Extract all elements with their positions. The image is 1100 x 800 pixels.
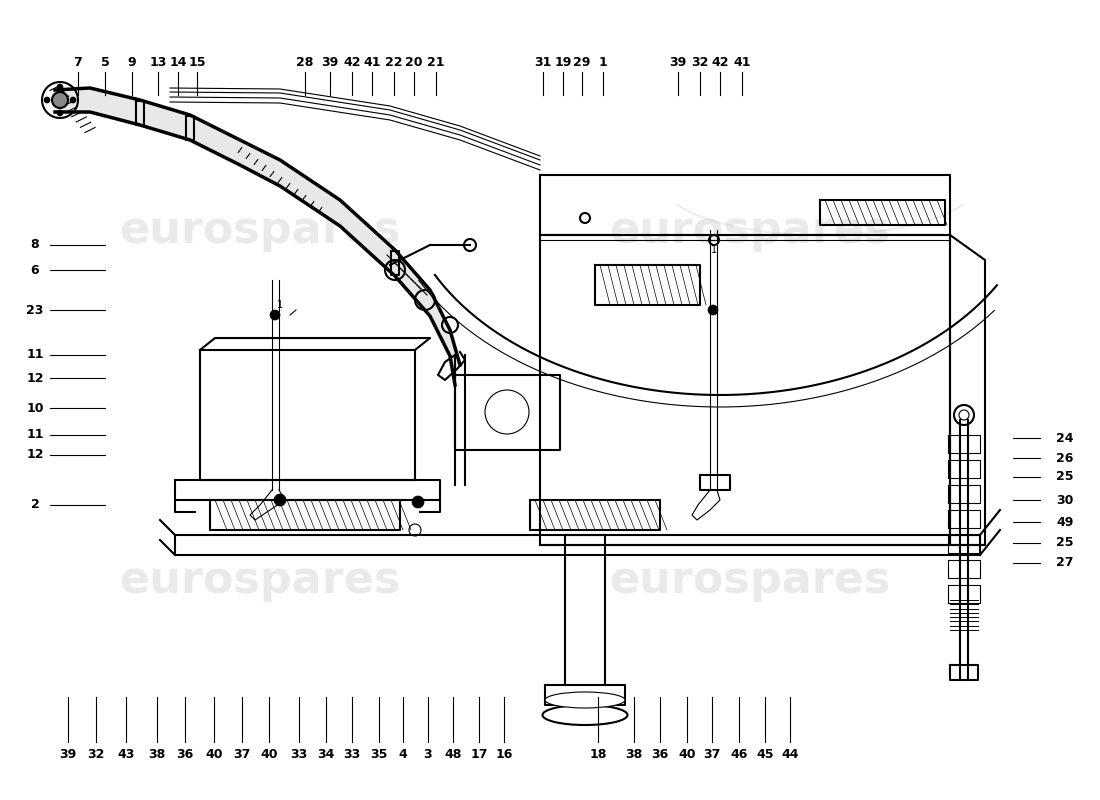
- Text: 36: 36: [176, 749, 194, 762]
- Text: eurospares: eurospares: [119, 558, 400, 602]
- Text: 32: 32: [691, 55, 708, 69]
- Text: 33: 33: [343, 749, 361, 762]
- Polygon shape: [55, 88, 460, 385]
- Text: 14: 14: [169, 55, 187, 69]
- Text: 7: 7: [74, 55, 82, 69]
- Text: 24: 24: [1056, 431, 1074, 445]
- Text: 12: 12: [26, 371, 44, 385]
- Text: 4: 4: [398, 749, 407, 762]
- Text: 19: 19: [554, 55, 572, 69]
- Circle shape: [708, 305, 718, 315]
- Text: 6: 6: [31, 263, 40, 277]
- Text: 5: 5: [100, 55, 109, 69]
- Text: 2: 2: [31, 498, 40, 511]
- Ellipse shape: [542, 705, 627, 725]
- Text: 26: 26: [1056, 451, 1074, 465]
- Text: 38: 38: [148, 749, 166, 762]
- Text: 38: 38: [626, 749, 642, 762]
- Text: 48: 48: [444, 749, 462, 762]
- Text: 25: 25: [1056, 470, 1074, 483]
- Text: 1: 1: [711, 245, 717, 255]
- Text: 21: 21: [427, 55, 444, 69]
- Text: 3: 3: [424, 749, 432, 762]
- Text: 15: 15: [188, 55, 206, 69]
- Text: 28: 28: [296, 55, 314, 69]
- Text: 37: 37: [703, 749, 720, 762]
- Circle shape: [412, 496, 424, 508]
- Text: 40: 40: [206, 749, 222, 762]
- Text: 8: 8: [31, 238, 40, 251]
- Text: eurospares: eurospares: [119, 209, 400, 251]
- Text: eurospares: eurospares: [609, 209, 891, 251]
- Text: 42: 42: [343, 55, 361, 69]
- Text: 39: 39: [59, 749, 77, 762]
- Text: 40: 40: [261, 749, 277, 762]
- Text: 39: 39: [321, 55, 339, 69]
- Text: 32: 32: [87, 749, 104, 762]
- Text: 13: 13: [150, 55, 167, 69]
- Text: 22: 22: [385, 55, 403, 69]
- Text: 11: 11: [26, 349, 44, 362]
- Text: 27: 27: [1056, 557, 1074, 570]
- Text: 36: 36: [651, 749, 669, 762]
- Text: 45: 45: [757, 749, 773, 762]
- Text: 16: 16: [495, 749, 513, 762]
- Text: 1: 1: [277, 300, 283, 310]
- Text: 42: 42: [712, 55, 728, 69]
- Ellipse shape: [544, 692, 625, 708]
- Text: 33: 33: [290, 749, 308, 762]
- Text: 17: 17: [471, 749, 487, 762]
- Text: 41: 41: [363, 55, 381, 69]
- Text: 44: 44: [781, 749, 799, 762]
- Circle shape: [270, 310, 280, 320]
- Text: 29: 29: [573, 55, 591, 69]
- Text: 37: 37: [233, 749, 251, 762]
- Text: 23: 23: [26, 303, 44, 317]
- Text: 46: 46: [730, 749, 748, 762]
- Text: 41: 41: [734, 55, 750, 69]
- Circle shape: [44, 97, 50, 103]
- Circle shape: [52, 92, 68, 108]
- Text: 34: 34: [317, 749, 334, 762]
- Text: 40: 40: [679, 749, 695, 762]
- Text: 31: 31: [535, 55, 552, 69]
- Circle shape: [959, 410, 969, 420]
- Text: 43: 43: [118, 749, 134, 762]
- Text: 49: 49: [1056, 515, 1074, 529]
- Text: 39: 39: [670, 55, 686, 69]
- Text: eurospares: eurospares: [609, 558, 891, 602]
- Text: 11: 11: [26, 429, 44, 442]
- Text: 9: 9: [128, 55, 136, 69]
- Text: 12: 12: [26, 449, 44, 462]
- Text: 35: 35: [371, 749, 387, 762]
- Circle shape: [57, 110, 63, 116]
- Text: 1: 1: [598, 55, 607, 69]
- Circle shape: [274, 494, 286, 506]
- Circle shape: [70, 97, 76, 103]
- Text: 30: 30: [1056, 494, 1074, 506]
- Text: 25: 25: [1056, 537, 1074, 550]
- Text: 20: 20: [405, 55, 422, 69]
- Text: 18: 18: [590, 749, 607, 762]
- Text: 10: 10: [26, 402, 44, 414]
- Circle shape: [57, 84, 63, 90]
